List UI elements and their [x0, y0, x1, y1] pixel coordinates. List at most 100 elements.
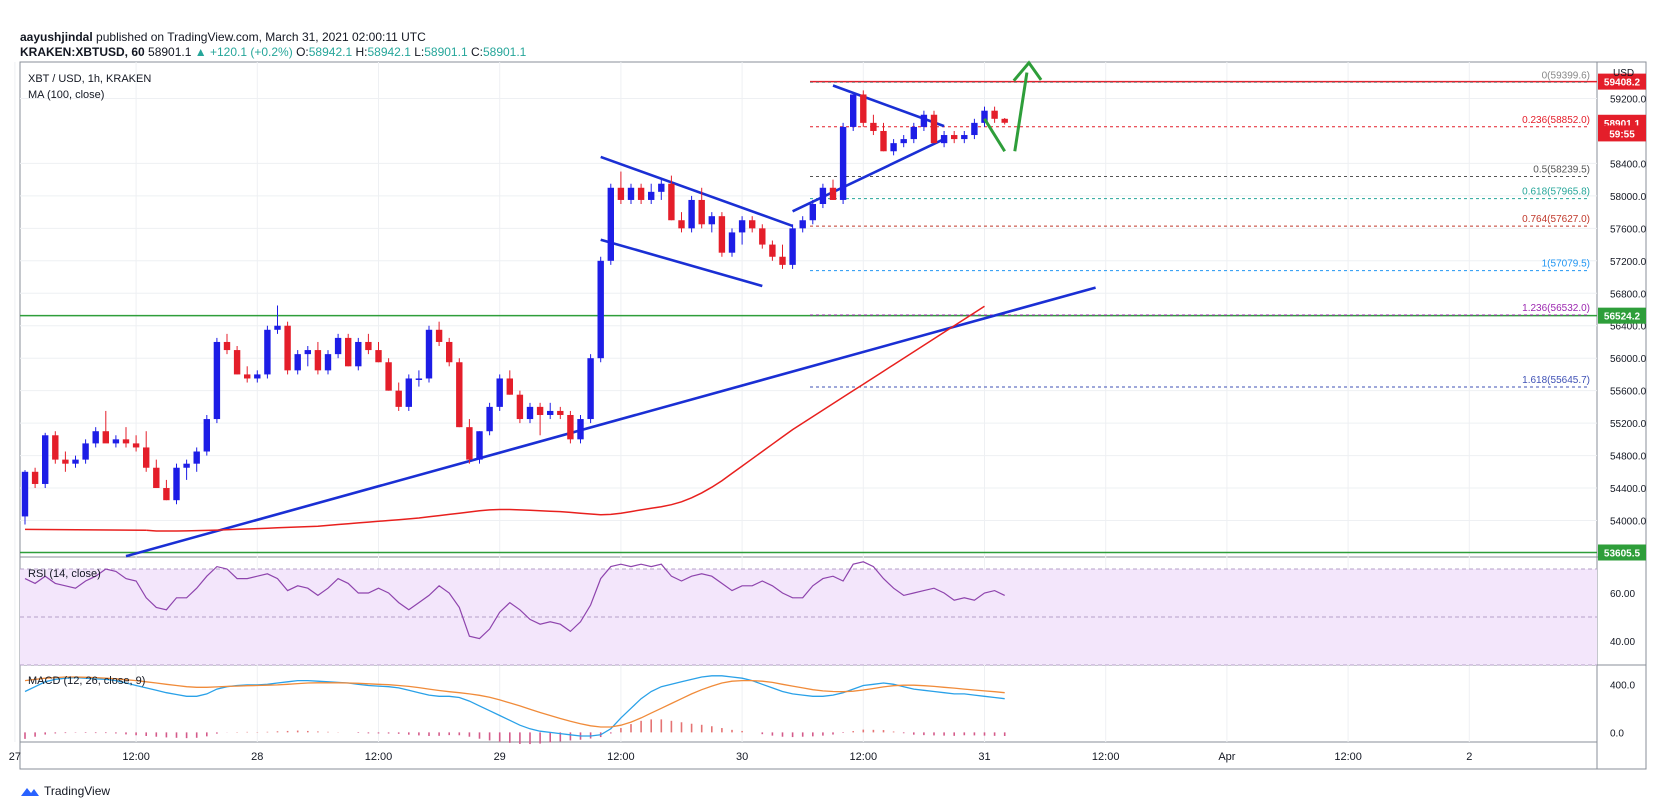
candle-body — [82, 443, 89, 460]
candle-body — [557, 410, 564, 415]
up-arrow-stroke — [1013, 72, 1029, 152]
price-label-text: 59408.2 — [1604, 78, 1641, 89]
x-tick-label: 31 — [978, 751, 990, 763]
trend-line — [125, 286, 1096, 558]
change-arrow-icon: ▲ — [194, 45, 207, 59]
candle-body — [961, 135, 968, 140]
candle-body — [365, 341, 372, 351]
candle-body — [940, 135, 948, 144]
high-label: H: — [355, 45, 368, 59]
rsi-tick-label: 40.00 — [1610, 637, 1635, 648]
up-arrow-head — [1012, 60, 1043, 82]
fib-label: 0.236(58852.0) — [1522, 115, 1590, 126]
candle-body — [31, 471, 39, 484]
candle-body — [446, 341, 453, 363]
low-value: 58901.1 — [424, 45, 468, 59]
trend-line — [600, 155, 794, 228]
candle-body — [425, 329, 433, 379]
candle-body — [132, 443, 140, 448]
x-tick-label: 28 — [251, 751, 263, 763]
candle-body — [870, 122, 877, 131]
candle-body — [203, 419, 210, 452]
candle-body — [839, 126, 847, 200]
candle-body — [920, 114, 928, 127]
tradingview-brand: TradingView — [44, 784, 111, 798]
y-tick-label: 56400.0 — [1610, 322, 1647, 333]
candle-body — [658, 183, 665, 192]
candle-body — [456, 362, 463, 428]
moving-average — [24, 305, 985, 532]
candle-body — [668, 183, 675, 221]
price-label-box — [1598, 125, 1646, 142]
candle-body — [698, 199, 705, 225]
legend-ma: MA (100, close) — [28, 89, 104, 101]
candle-body — [819, 187, 827, 205]
candle-body — [415, 378, 423, 380]
price-label-box — [1598, 544, 1646, 561]
candle-body — [183, 463, 190, 468]
y-tick-label: 55200.0 — [1610, 419, 1647, 430]
candle-body — [607, 187, 614, 261]
x-tick-label: Apr — [1218, 751, 1235, 763]
open-label: O: — [296, 45, 309, 59]
candle-body — [52, 435, 59, 460]
rsi-band — [20, 568, 1597, 666]
candle-body — [799, 220, 806, 229]
candle-body — [496, 378, 503, 407]
publish-line: aayushjindal published on TradingView.co… — [20, 30, 426, 44]
candle-body — [971, 122, 978, 136]
candle-body — [769, 244, 776, 257]
candle-body — [809, 204, 816, 221]
candle-body — [62, 459, 69, 464]
rsi-line — [24, 561, 1005, 640]
candle-body — [991, 110, 998, 119]
candle-body — [324, 354, 332, 371]
candle-body — [294, 354, 301, 371]
candle-body — [223, 341, 231, 351]
candle-body — [648, 191, 655, 200]
candle-body — [304, 350, 311, 355]
annotation-arrows — [983, 60, 1043, 153]
candle-body — [476, 431, 483, 460]
candle-body — [759, 228, 766, 245]
candle-body — [708, 216, 715, 225]
low-label: L: — [414, 45, 425, 59]
candle-body — [345, 337, 352, 367]
author-name[interactable]: aayushjindal — [20, 30, 93, 44]
trend-line — [792, 137, 945, 213]
chart-frame — [19, 61, 1647, 770]
candle-body — [395, 390, 402, 407]
close-label: C: — [470, 45, 483, 59]
y-tick-label: 57600.0 — [1610, 224, 1647, 235]
last-price: 58901.1 — [148, 45, 192, 59]
candle-body — [112, 439, 120, 444]
tradingview-logo[interactable]: TradingView — [20, 784, 110, 798]
fib-label: 0.764(57627.0) — [1522, 214, 1590, 225]
published-text: published on TradingView.com, March 31, … — [96, 30, 426, 44]
candle-body — [516, 394, 524, 420]
candle-body — [405, 378, 412, 407]
high-value: 58942.1 — [367, 45, 411, 59]
candle-body — [264, 329, 271, 375]
price-label-text: 53605.5 — [1604, 548, 1641, 559]
candle-body — [587, 358, 594, 420]
candle-body — [789, 228, 796, 265]
macd-tick-label: 0.0 — [1610, 728, 1624, 739]
trend-line — [600, 238, 763, 288]
y-tick-label: 54400.0 — [1610, 484, 1647, 495]
candle-body — [193, 451, 200, 464]
candle-body — [314, 350, 322, 371]
macd-series — [24, 675, 1006, 745]
candles — [21, 90, 1008, 525]
fib-label: 0(59399.6) — [1542, 70, 1590, 81]
fib-label: 1(57079.5) — [1542, 259, 1590, 270]
candle-body — [627, 187, 635, 200]
candle-body — [254, 374, 261, 379]
fib-label: 0.618(57965.8) — [1522, 187, 1590, 198]
price-label-text: 58901.1 — [1604, 119, 1641, 130]
candle-body — [910, 126, 917, 140]
legend-title: XBT / USD, 1h, KRAKEN — [28, 73, 151, 85]
y-tick-label: 55600.0 — [1610, 387, 1647, 398]
candle-body — [284, 325, 291, 371]
